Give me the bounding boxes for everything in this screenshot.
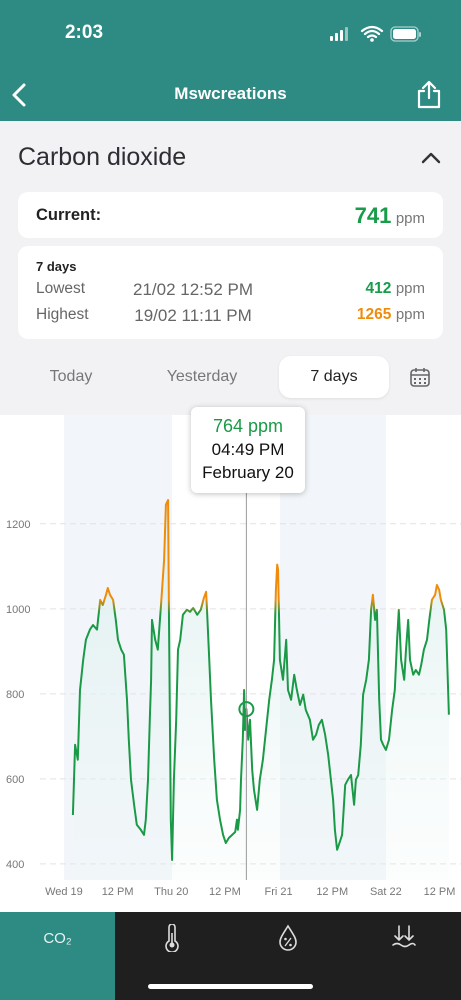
stat-time: 19/02 11:11 PM: [134, 306, 252, 325]
x-tick-label: Sat 22: [370, 886, 402, 898]
stats-period: 7 days: [36, 259, 77, 274]
calendar-button[interactable]: [409, 366, 431, 388]
stat-reading: 1265 ppm: [357, 306, 425, 324]
status-icons: [330, 25, 421, 42]
x-tick-label: 12 PM: [102, 886, 134, 898]
x-tick-label: Fri 21: [265, 886, 293, 898]
tooltip: 764 ppm 04:49 PM February 20: [191, 407, 305, 493]
home-indicator: [148, 984, 313, 989]
tab-pressure[interactable]: [391, 924, 417, 952]
range-tab[interactable]: Today: [49, 368, 93, 385]
header-title: Mswcreations: [174, 84, 287, 103]
tab-temperature[interactable]: [160, 924, 184, 952]
stat-unit: ppm: [395, 280, 425, 297]
stat-label: Lowest: [36, 280, 86, 297]
section-title: Carbon dioxide: [18, 143, 187, 171]
share-button[interactable]: [415, 80, 443, 110]
y-tick-label: 1000: [6, 604, 30, 616]
cursor-point: [238, 701, 255, 718]
current-unit: ppm: [395, 210, 425, 227]
stat-unit: ppm: [395, 306, 425, 323]
y-tick-label: 1200: [6, 519, 30, 531]
current-value: 741: [354, 203, 392, 228]
back-button[interactable]: [8, 82, 32, 108]
stats-card: 7 days Lowest 21/02 12:52 PM 412 ppm Highes…: [18, 246, 443, 339]
x-tick-label: Thu 20: [154, 886, 188, 898]
current-reading: 741 ppm: [355, 203, 425, 229]
tab-bar: CO₂: [0, 912, 461, 1000]
range-tab[interactable]: Yesterday: [166, 368, 238, 385]
tab-label: CO₂: [43, 930, 72, 947]
stat-label: Highest: [36, 306, 89, 323]
tab-humidity[interactable]: [276, 924, 300, 952]
collapse-button[interactable]: [420, 150, 442, 166]
x-tick-label: 12 PM: [424, 886, 456, 898]
stat-value: 1265: [356, 306, 392, 323]
tooltip-value: 764 ppm: [212, 416, 284, 436]
current-card: Current: 741 ppm: [18, 192, 443, 238]
area: [72, 500, 449, 880]
tab-co2[interactable]: CO₂: [0, 912, 115, 1000]
y-tick-label: 800: [6, 689, 24, 701]
stat-reading: 412 ppm: [365, 280, 425, 298]
app-header: 2:03 Mswcreations: [0, 0, 461, 121]
line: [71, 499, 450, 861]
y-tick-label: 400: [6, 859, 24, 871]
x-tick-label: 12 PM: [209, 886, 241, 898]
chart: 400 600 800 1000 1200 Wed 19 12 PM Thu 20 12 PM F…: [6, 415, 461, 898]
current-label: Current:: [36, 206, 102, 224]
stat-value: 412: [365, 280, 392, 297]
x-tick-label: Wed 19: [45, 886, 83, 898]
x-tick-label: 12 PM: [316, 886, 348, 898]
stat-time: 21/02 12:52 PM: [132, 280, 254, 299]
y-tick-label: 600: [6, 774, 24, 786]
range-tab[interactable]: 7 days: [279, 356, 389, 398]
tooltip-time: 04:49 PM: [211, 440, 285, 459]
status-time: 2:03: [64, 22, 104, 43]
chart-area: 400 600 800 1000 1200 Wed 19 12 PM Thu 20 12 PM F…: [0, 415, 461, 912]
tooltip-date: February 20: [202, 463, 294, 482]
